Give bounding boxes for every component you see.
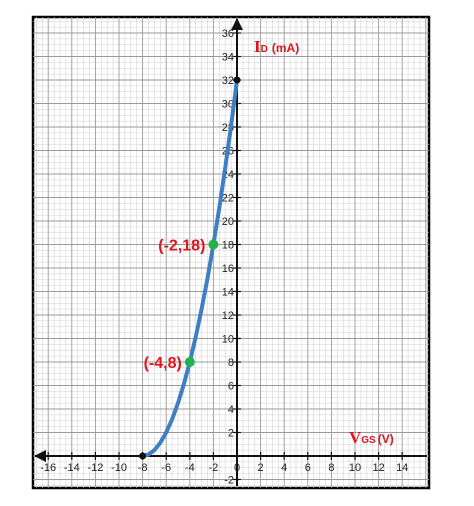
y-axis-label-sub: D <box>261 44 268 55</box>
y-tick-label: 14 <box>222 287 234 299</box>
y-tick-label: 20 <box>222 216 234 228</box>
axes <box>34 18 427 486</box>
y-tick-label: 16 <box>222 263 234 275</box>
y-tick-label: 12 <box>222 310 234 322</box>
x-tick-label: -14 <box>64 462 80 474</box>
data-point <box>208 239 219 250</box>
x-tick-label: 10 <box>349 462 361 474</box>
y-tick-label: 6 <box>228 381 234 393</box>
x-tick-label: 4 <box>281 462 287 474</box>
data-point-label: (-2,18) <box>158 238 205 255</box>
y-tick-label: -2 <box>224 475 234 487</box>
data-point <box>184 357 195 367</box>
x-tick-label: 0 <box>234 462 240 474</box>
y-tick-label: 8 <box>228 357 234 369</box>
x-tick-label: -12 <box>87 462 103 474</box>
x-tick-label: -8 <box>138 462 148 474</box>
y-axis-label: ID (mA) <box>254 37 299 56</box>
x-tick-label: -16 <box>40 462 56 474</box>
data-point <box>233 76 241 84</box>
x-tick-label: -6 <box>161 462 171 474</box>
y-tick-label: 30 <box>222 99 234 111</box>
minor-gridlines <box>33 17 429 488</box>
data-point-label: (-4,8) <box>144 355 182 372</box>
y-tick-label: 32 <box>222 75 234 87</box>
y-tick-label: 4 <box>228 404 234 416</box>
x-axis-label-sub: GS <box>361 435 376 446</box>
data-point <box>139 452 147 460</box>
x-tick-label: -2 <box>209 462 219 474</box>
x-tick-label: -10 <box>111 462 127 474</box>
x-tick-label: 2 <box>258 462 264 474</box>
x-tick-label: -4 <box>185 462 195 474</box>
y-tick-label: 2 <box>228 428 234 440</box>
x-tick-label: 6 <box>305 462 311 474</box>
y-tick-label: 36 <box>222 28 234 40</box>
y-axis-label-main: I <box>254 37 261 56</box>
x-axis-label: VGS (V) <box>349 428 394 447</box>
y-tick-label: 18 <box>222 240 234 252</box>
axis-labels: ID (mA) VGS (V) <box>254 37 394 447</box>
y-axis-up-arrow <box>231 18 243 30</box>
y-tick-label: 34 <box>222 52 234 64</box>
y-tick-label: 22 <box>222 193 234 205</box>
y-tick-label: 10 <box>222 334 234 346</box>
x-axis-label-main: V <box>349 428 362 447</box>
y-axis-label-unit: (mA) <box>272 41 299 55</box>
x-tick-label: 14 <box>396 462 408 474</box>
x-tick-label: 12 <box>372 462 384 474</box>
x-axis-left-arrow <box>34 450 46 462</box>
points-group: (-4,8) (-2,18) <box>139 76 241 460</box>
x-tick-labels: -16 -14 -12 -10 -8 -6 -4 -2 0 2 4 6 8 10 12 14 <box>40 462 408 474</box>
x-axis-label-unit: (V) <box>378 432 394 446</box>
x-tick-label: 8 <box>328 462 334 474</box>
